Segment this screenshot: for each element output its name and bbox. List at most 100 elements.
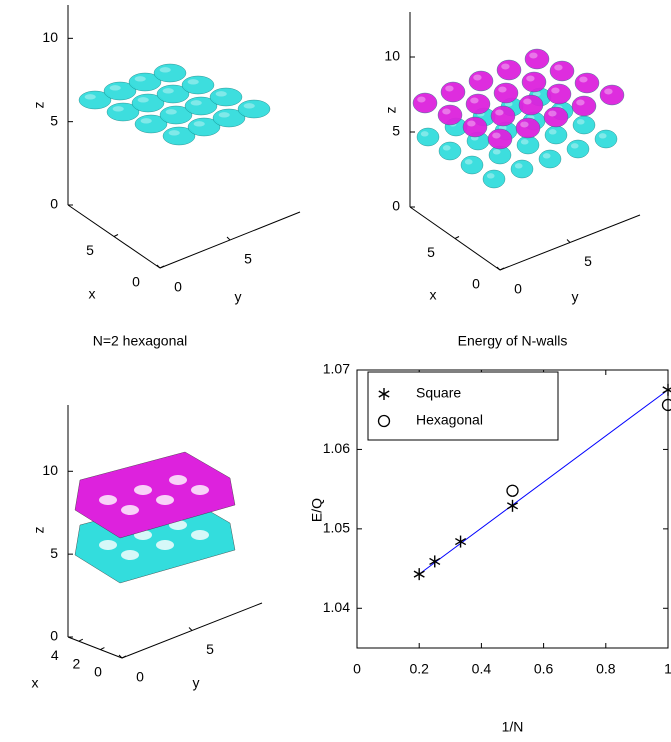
surface-highlight bbox=[576, 119, 585, 125]
surface-hole bbox=[121, 505, 139, 515]
surface-highlight bbox=[243, 103, 255, 109]
surface-blob bbox=[237, 99, 271, 119]
surface-hole bbox=[134, 485, 152, 495]
surface-blob bbox=[490, 105, 516, 127]
surface-highlight bbox=[551, 87, 560, 94]
surface-highlight bbox=[486, 173, 495, 179]
surface-highlight bbox=[548, 110, 557, 117]
marker-shape bbox=[661, 398, 671, 412]
y-tick-label: 1.05 bbox=[323, 520, 350, 536]
circle-marker bbox=[661, 398, 671, 412]
y-tick-label: 5 bbox=[244, 251, 252, 267]
x-axis-label: 1/N bbox=[502, 719, 524, 735]
surface-blob bbox=[574, 72, 600, 94]
surface-highlight bbox=[464, 159, 473, 165]
x-tick-label: 0.2 bbox=[409, 661, 429, 677]
surface-blob bbox=[209, 87, 243, 107]
x-tick-label: 0.4 bbox=[472, 661, 492, 677]
surface-highlight bbox=[420, 131, 429, 137]
marker-shape bbox=[429, 557, 441, 566]
y-tick-label: 0 bbox=[136, 669, 144, 685]
marker-shape bbox=[377, 414, 391, 428]
y-tick bbox=[118, 654, 123, 659]
x-tick-label: 0.8 bbox=[596, 661, 616, 677]
x-tick bbox=[454, 236, 460, 239]
x-tick-label: 0 bbox=[94, 664, 102, 680]
surface-blob bbox=[546, 83, 572, 105]
surface-blob bbox=[134, 114, 168, 134]
z-tick-label: 10 bbox=[42, 462, 58, 478]
asterisk-marker bbox=[506, 499, 519, 512]
x-axis-label: x bbox=[89, 286, 96, 302]
x-tick bbox=[100, 647, 105, 651]
x-tick-label: 0 bbox=[472, 276, 480, 292]
surface-highlight bbox=[495, 109, 504, 116]
surface-blob bbox=[181, 75, 215, 95]
surface-highlight bbox=[501, 63, 510, 70]
surface-hole bbox=[169, 475, 187, 485]
circle-marker bbox=[377, 414, 391, 428]
surface-highlight bbox=[492, 132, 501, 139]
x-tick-label: 4 bbox=[51, 647, 59, 663]
surface-blob bbox=[106, 102, 140, 122]
legend-box bbox=[367, 371, 559, 441]
surface-hole bbox=[156, 495, 174, 505]
surface-highlight bbox=[187, 79, 199, 85]
surface-highlight bbox=[576, 99, 585, 106]
asterisk-marker bbox=[455, 535, 467, 548]
surface-highlight bbox=[598, 133, 607, 139]
z-tick-label: 0 bbox=[50, 196, 58, 212]
surface-highlight bbox=[532, 91, 541, 97]
surface-highlight bbox=[140, 118, 152, 124]
surface-blob bbox=[594, 129, 618, 149]
marker-shape bbox=[662, 387, 671, 394]
surface-blob bbox=[440, 81, 466, 103]
surface-highlight bbox=[554, 64, 563, 71]
z-axis-label: z bbox=[383, 107, 399, 114]
surface-highlight bbox=[604, 88, 613, 95]
surface-highlight bbox=[579, 76, 588, 83]
surface-highlight bbox=[542, 153, 551, 159]
z-tick-label: 5 bbox=[50, 112, 58, 128]
surface-highlight bbox=[442, 108, 451, 115]
y-tick bbox=[156, 264, 161, 269]
surface-blob bbox=[493, 82, 519, 104]
surface-blob bbox=[153, 63, 187, 83]
surface-blob bbox=[549, 60, 575, 82]
surface-hole bbox=[99, 495, 117, 505]
legend-label: Hexagonal bbox=[416, 412, 483, 428]
y-tick-label: 1.04 bbox=[323, 599, 350, 615]
surface-hole bbox=[191, 485, 209, 495]
surface-blob bbox=[571, 95, 597, 117]
surface-blob bbox=[78, 90, 112, 110]
marker-shape bbox=[506, 484, 519, 497]
surface-blob bbox=[462, 116, 488, 138]
surface-highlight bbox=[548, 129, 557, 135]
surface-highlight bbox=[168, 130, 180, 136]
z-axis-label: z bbox=[31, 527, 47, 534]
marker-shape bbox=[378, 390, 390, 398]
y-tick-label: 1.06 bbox=[323, 440, 350, 456]
surface-highlight bbox=[137, 97, 149, 103]
x-axis-label: x bbox=[430, 287, 437, 303]
y-tick-label: 1.07 bbox=[323, 361, 350, 377]
x-tick-label: 2 bbox=[73, 655, 81, 671]
marker-shape bbox=[413, 570, 425, 578]
surface-blob bbox=[515, 117, 541, 139]
chart-title: Energy of N-walls bbox=[458, 333, 568, 349]
surface-blob bbox=[496, 59, 522, 81]
y-tick-label: 0 bbox=[174, 279, 182, 295]
asterisk-marker bbox=[662, 383, 671, 396]
x-tick-label: 0 bbox=[353, 661, 361, 677]
surface-blob bbox=[572, 115, 596, 135]
y-axis-label: y bbox=[235, 289, 242, 305]
x-tick-label: 0.6 bbox=[534, 661, 554, 677]
z-tick-label: 10 bbox=[384, 48, 400, 64]
y-axis-label: y bbox=[572, 289, 579, 305]
surface-blob bbox=[487, 128, 513, 150]
surface-blob bbox=[187, 117, 221, 137]
x-tick bbox=[499, 267, 505, 271]
circle-marker bbox=[506, 484, 519, 497]
z-tick-label: 5 bbox=[50, 545, 58, 561]
